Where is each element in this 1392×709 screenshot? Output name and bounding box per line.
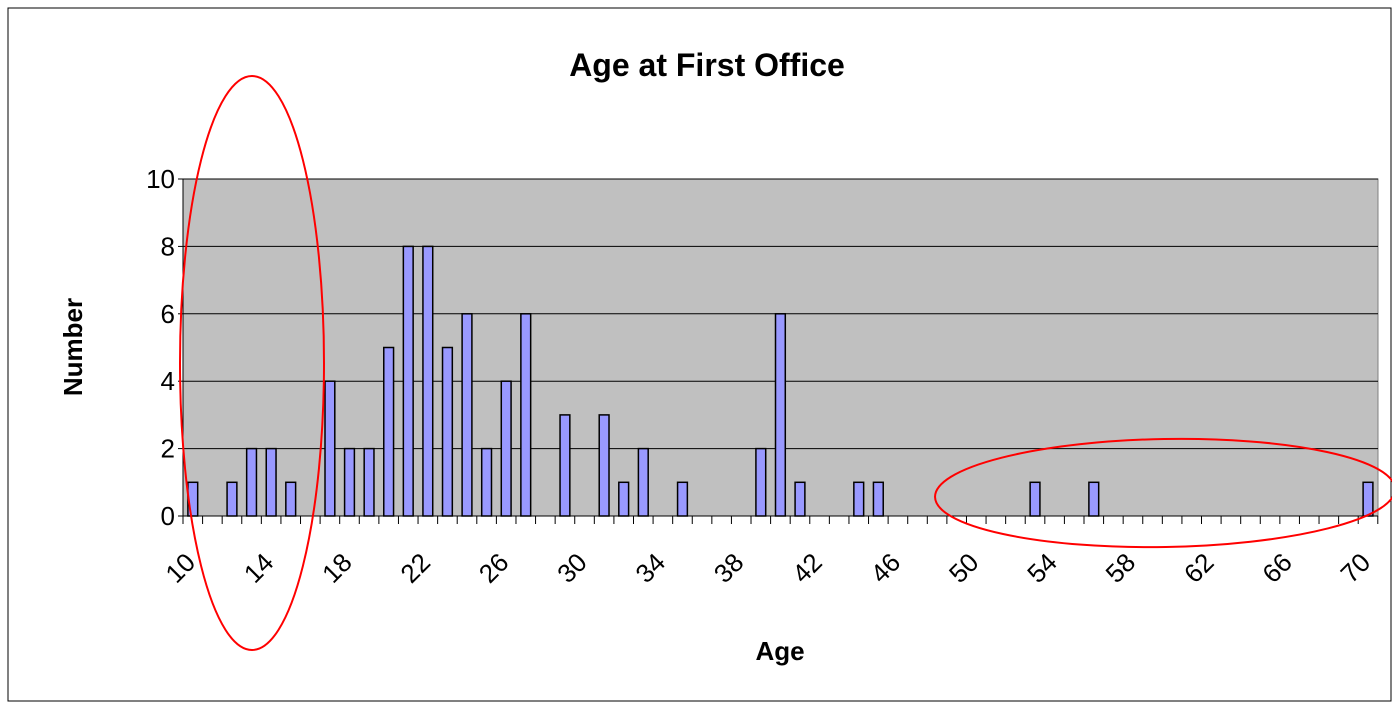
bar bbox=[598, 414, 610, 517]
bar bbox=[461, 313, 473, 517]
bar bbox=[676, 481, 689, 517]
annotation-ellipse bbox=[179, 75, 325, 651]
bar bbox=[383, 346, 395, 517]
y-tick-label: 6 bbox=[161, 299, 175, 329]
x-axis-label: Age bbox=[755, 636, 804, 666]
bar bbox=[794, 481, 806, 517]
bar bbox=[1029, 481, 1041, 517]
bar bbox=[480, 447, 493, 517]
y-tick-label: 0 bbox=[161, 501, 175, 531]
bar bbox=[285, 481, 297, 517]
bar bbox=[774, 313, 787, 517]
chart-title: Age at First Office bbox=[569, 47, 845, 83]
bar bbox=[1362, 481, 1374, 517]
bar bbox=[755, 447, 767, 517]
bar bbox=[441, 346, 454, 517]
bar bbox=[245, 447, 258, 517]
bar bbox=[402, 245, 414, 517]
bar bbox=[343, 447, 356, 517]
bar bbox=[637, 447, 649, 517]
y-axis-label: Number bbox=[58, 298, 88, 396]
bar bbox=[265, 447, 277, 517]
bar bbox=[363, 447, 375, 517]
bar bbox=[853, 481, 865, 517]
y-tick-label: 4 bbox=[161, 366, 175, 396]
bar bbox=[1088, 481, 1100, 517]
bar bbox=[324, 380, 336, 517]
annotation-ellipse bbox=[934, 437, 1392, 549]
bar bbox=[872, 481, 884, 517]
bar bbox=[618, 481, 630, 517]
y-tick-label: 10 bbox=[146, 164, 175, 194]
bar bbox=[520, 313, 532, 517]
bar bbox=[422, 245, 434, 517]
bar bbox=[226, 481, 238, 517]
y-tick-label: 2 bbox=[161, 434, 175, 464]
y-tick-label: 8 bbox=[161, 231, 175, 261]
bar bbox=[559, 414, 571, 517]
bar bbox=[500, 380, 512, 517]
